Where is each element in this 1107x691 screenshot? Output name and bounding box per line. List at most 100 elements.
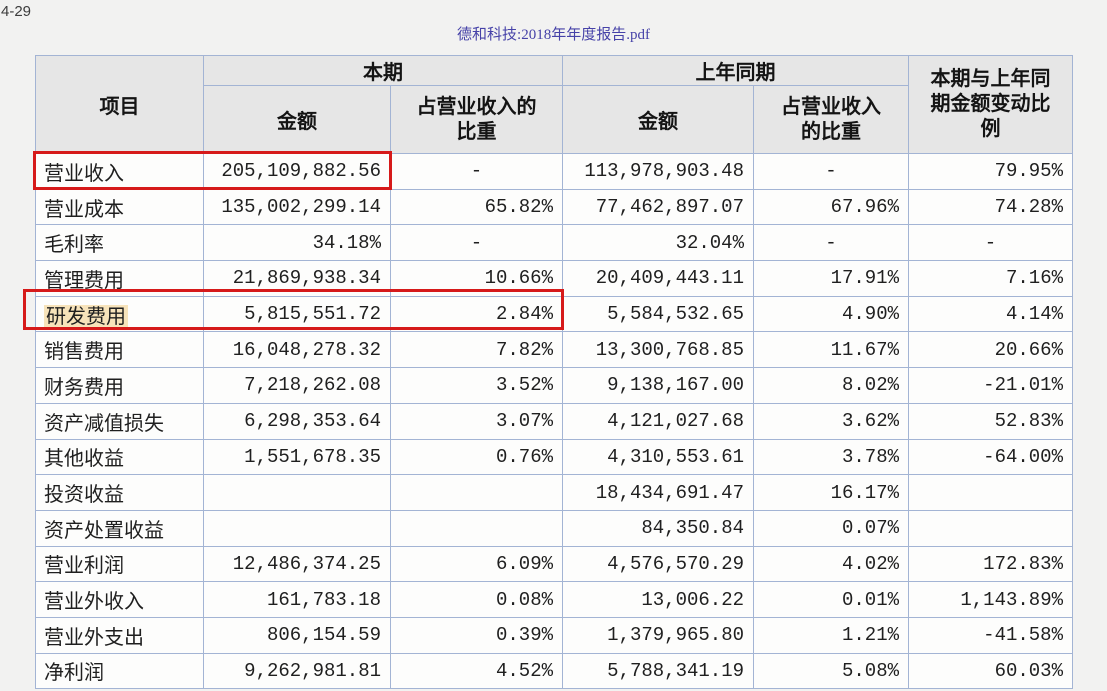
cell-prior-amount: 1,379,965.80 [562,616,754,654]
cell-prior-amount: 4,310,553.61 [562,438,754,476]
table-row-investment-income: 投资收益 18,434,691.47 16.17% [35,474,1073,511]
cell-change: 74.28% [908,188,1073,226]
cell-change [908,509,1073,547]
cell-prior-amount: 5,584,532.65 [562,295,754,333]
cell-current-pct: - [390,224,563,262]
cell-item: 其他收益 [35,438,204,476]
cell-prior-pct: 17.91% [753,260,909,297]
cell-current-pct: 0.76% [390,438,563,476]
cell-prior-amount: 13,300,768.85 [562,331,754,369]
cell-current-pct: 0.39% [390,616,563,654]
header-prior-pct-label: 占营业收入的比重 [781,95,881,143]
cell-change: 60.03% [908,652,1073,690]
header-change-ratio-label: 本期与上年同期金额变动比例 [930,68,1051,140]
cell-prior-amount: 5,788,341.19 [562,652,754,690]
cell-current-amount: 9,262,981.81 [203,652,391,690]
table-row-asset-impairment: 资产减值损失 6,298,353.64 3.07% 4,121,027.68 3… [35,402,1073,440]
page-number-label: 4-29 [1,3,32,20]
table-row-net-profit: 净利润 9,262,981.81 4.52% 5,788,341.19 5.08… [35,652,1073,690]
cell-item: 投资收益 [35,474,204,511]
cell-item: 资产处置收益 [35,509,204,547]
cell-item: 净利润 [35,652,204,690]
cell-current-pct: 10.66% [390,260,563,297]
header-prior-amount: 金额 [562,85,754,154]
table-row-other-income: 其他收益 1,551,678.35 0.76% 4,310,553.61 3.7… [35,438,1073,476]
table-row-non-operating-income: 营业外收入 161,783.18 0.08% 13,006.22 0.01% 1… [35,581,1073,618]
cell-current-pct: 4.52% [390,652,563,690]
cell-change: 4.14% [908,295,1073,333]
header-change-ratio: 本期与上年同期金额变动比例 [908,55,1073,154]
table-row-gross-margin: 毛利率 34.18% - 32.04% - - [35,224,1073,262]
highlighted-item-label: 研发费用 [44,304,128,329]
cell-current-amount: 1,551,678.35 [203,438,391,476]
cell-current-pct: 7.82% [390,331,563,369]
cell-item: 营业外支出 [35,616,204,654]
cell-current-amount [203,509,391,547]
cell-current-amount: 7,218,262.08 [203,367,391,404]
cell-current-amount: 806,154.59 [203,616,391,654]
header-prior-pct: 占营业收入的比重 [753,85,909,154]
cell-change: 20.66% [908,331,1073,369]
cell-current-pct [390,509,563,547]
table-row-operating-profit: 营业利润 12,486,374.25 6.09% 4,576,570.29 4.… [35,545,1073,583]
cell-current-pct: 6.09% [390,545,563,583]
cell-item: 资产减值损失 [35,402,204,440]
cell-current-amount: 21,869,938.34 [203,260,391,297]
cell-change: -21.01% [908,367,1073,404]
cell-current-amount: 161,783.18 [203,581,391,618]
cell-current-amount: 34.18% [203,224,391,262]
table-row-operating-revenue: 营业收入 205,109,882.56 - 113,978,903.48 - 7… [35,153,1073,190]
cell-item: 管理费用 [35,260,204,297]
cell-prior-pct: 11.67% [753,331,909,369]
cell-change: -41.58% [908,616,1073,654]
cell-prior-pct: 5.08% [753,652,909,690]
cell-current-amount: 16,048,278.32 [203,331,391,369]
cell-prior-pct: 67.96% [753,188,909,226]
header-prior-period-group: 上年同期 [562,55,909,86]
cell-prior-pct: 16.17% [753,474,909,511]
cell-prior-amount: 84,350.84 [562,509,754,547]
cell-item: 销售费用 [35,331,204,369]
cell-prior-amount: 20,409,443.11 [562,260,754,297]
cell-change: 52.83% [908,402,1073,440]
cell-change: -64.00% [908,438,1073,476]
cell-current-amount: 5,815,551.72 [203,295,391,333]
cell-item: 营业外收入 [35,581,204,618]
header-current-pct: 占营业收入的比重 [390,85,563,154]
cell-prior-amount: 113,978,903.48 [562,153,754,190]
cell-prior-amount: 4,576,570.29 [562,545,754,583]
table-row-operating-cost: 营业成本 135,002,299.14 65.82% 77,462,897.07… [35,188,1073,226]
cell-current-pct: 2.84% [390,295,563,333]
cell-prior-pct: 4.02% [753,545,909,583]
cell-item: 财务费用 [35,367,204,404]
cell-prior-amount: 18,434,691.47 [562,474,754,511]
cell-prior-pct: 0.01% [753,581,909,618]
financial-comparison-table: 项目 本期 上年同期 本期与上年同期金额变动比例 金额 占营业收入的比重 金额 … [35,55,1073,690]
cell-prior-pct: - [753,224,909,262]
cell-prior-amount: 13,006.22 [562,581,754,618]
cell-current-pct: 3.52% [390,367,563,404]
cell-prior-amount: 32.04% [562,224,754,262]
cell-current-pct: - [390,153,563,190]
cell-prior-pct: - [753,153,909,190]
header-current-pct-label: 占营业收入的比重 [416,95,537,143]
cell-prior-pct: 4.90% [753,295,909,333]
cell-item: 毛利率 [35,224,204,262]
cell-prior-pct: 3.78% [753,438,909,476]
table-row-non-operating-expense: 营业外支出 806,154.59 0.39% 1,379,965.80 1.21… [35,616,1073,654]
document-title: 德和科技:2018年年度报告.pdf [457,27,650,43]
cell-change: - [908,224,1073,262]
cell-current-amount: 6,298,353.64 [203,402,391,440]
table-row-asset-disposal-income: 资产处置收益 84,350.84 0.07% [35,509,1073,547]
cell-current-amount: 12,486,374.25 [203,545,391,583]
cell-change: 172.83% [908,545,1073,583]
cell-current-pct: 65.82% [390,188,563,226]
cell-change: 79.95% [908,153,1073,190]
cell-prior-amount: 4,121,027.68 [562,402,754,440]
table-row-admin-expense: 管理费用 21,869,938.34 10.66% 20,409,443.11 … [35,260,1073,297]
cell-current-pct: 3.07% [390,402,563,440]
table-row-rnd-expense: 研发费用 5,815,551.72 2.84% 5,584,532.65 4.9… [35,295,1073,333]
cell-item: 营业收入 [35,153,204,190]
cell-current-amount: 205,109,882.56 [203,153,391,190]
cell-current-amount: 135,002,299.14 [203,188,391,226]
